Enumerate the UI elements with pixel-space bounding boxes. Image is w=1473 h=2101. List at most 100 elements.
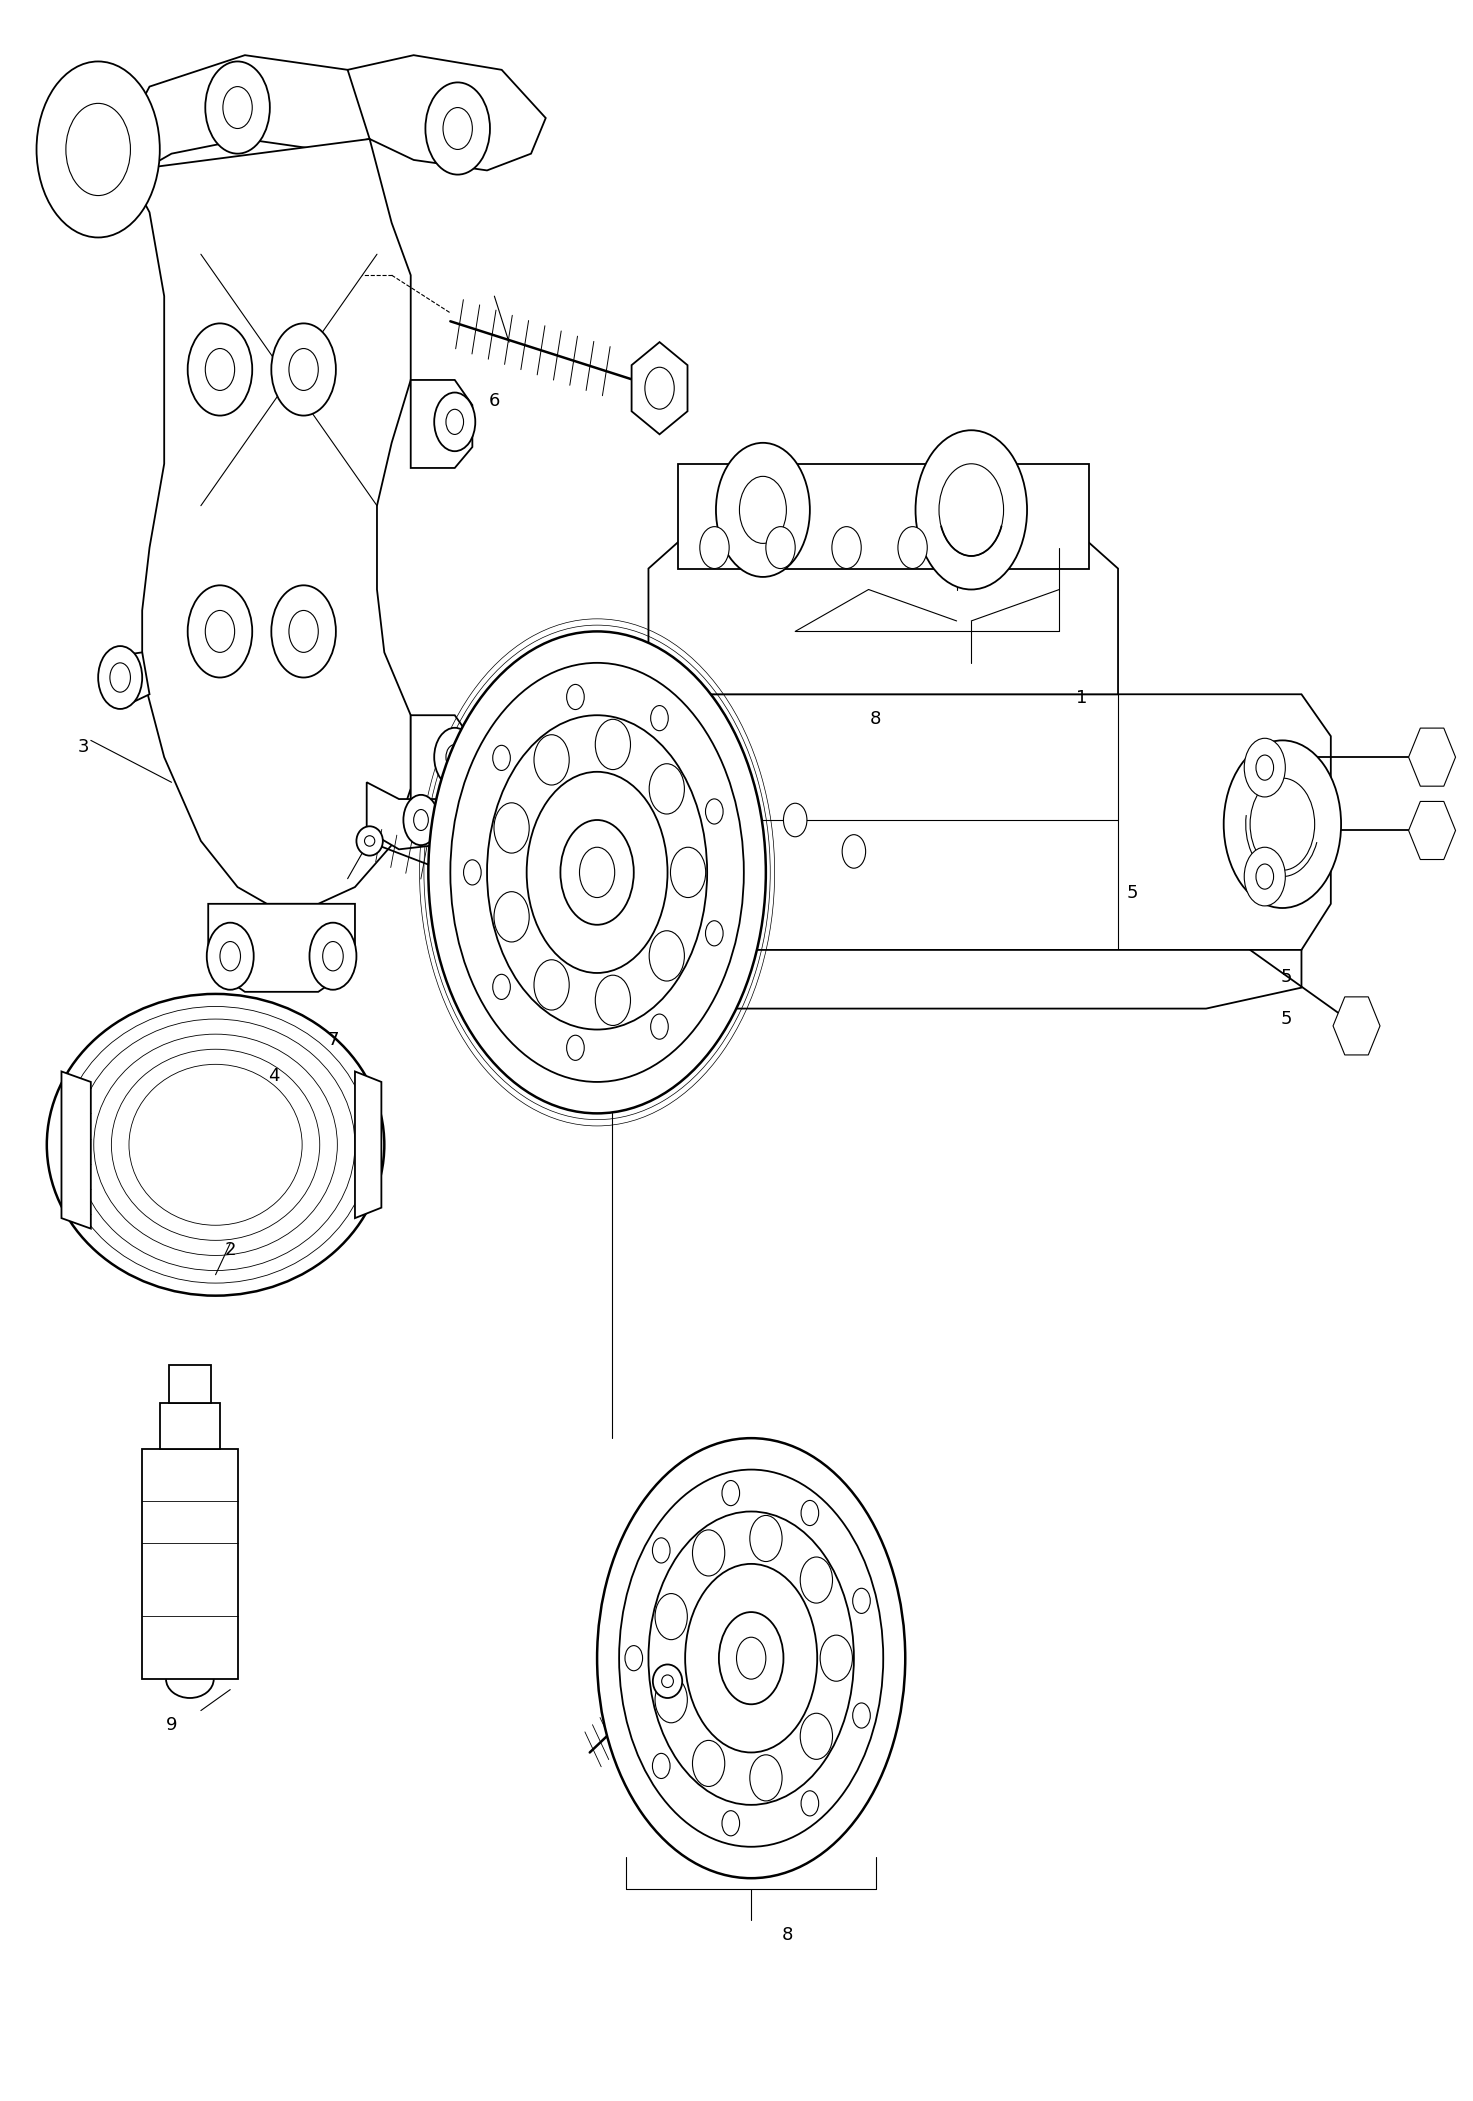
Circle shape [670,847,706,897]
Circle shape [110,662,131,691]
Circle shape [1256,754,1274,779]
Circle shape [722,1811,739,1836]
Circle shape [648,1511,854,1805]
Circle shape [37,61,159,237]
Circle shape [289,611,318,653]
Circle shape [650,765,685,813]
Ellipse shape [661,1674,673,1687]
Circle shape [692,1740,725,1786]
Circle shape [800,1557,832,1603]
Circle shape [736,1637,766,1679]
Text: 5: 5 [1282,969,1292,985]
Circle shape [271,324,336,416]
Ellipse shape [364,836,374,847]
Ellipse shape [653,1664,682,1698]
Circle shape [832,527,862,569]
Circle shape [750,1754,782,1801]
Polygon shape [168,1366,211,1403]
Text: 8: 8 [871,710,882,729]
Circle shape [700,527,729,569]
Circle shape [800,1712,832,1759]
Polygon shape [159,1403,219,1448]
Circle shape [99,647,143,708]
Circle shape [655,1593,688,1639]
Circle shape [801,1500,819,1525]
Circle shape [435,393,476,452]
Text: 1: 1 [1075,689,1087,708]
Ellipse shape [463,943,474,956]
Circle shape [535,735,569,786]
Polygon shape [62,1072,91,1229]
Circle shape [653,1538,670,1563]
Text: 4: 4 [474,948,486,964]
Polygon shape [128,139,411,903]
Polygon shape [1333,996,1380,1055]
Circle shape [493,803,529,853]
Text: 4: 4 [268,1067,280,1084]
Text: 9: 9 [166,1717,177,1733]
Polygon shape [103,653,150,704]
Text: 6: 6 [489,393,499,410]
Circle shape [527,771,667,973]
Circle shape [451,662,744,1082]
Circle shape [595,719,630,769]
Polygon shape [678,464,1089,569]
Ellipse shape [356,826,383,855]
Circle shape [222,86,252,128]
Circle shape [443,107,473,149]
Circle shape [1256,864,1274,889]
Circle shape [853,1588,871,1614]
Circle shape [739,477,787,544]
Circle shape [414,809,429,830]
Circle shape [645,368,675,410]
Circle shape [219,941,240,971]
Circle shape [1251,777,1315,870]
Circle shape [579,847,614,897]
Circle shape [916,431,1027,590]
Circle shape [493,975,510,1000]
Circle shape [750,1515,782,1561]
Circle shape [899,527,928,569]
Circle shape [706,798,723,824]
Circle shape [488,714,707,1029]
Text: 7: 7 [327,1032,339,1048]
Circle shape [309,922,356,990]
Circle shape [843,834,866,868]
Circle shape [446,744,464,769]
Circle shape [853,1704,871,1729]
Text: 5: 5 [1127,885,1139,901]
Text: 8: 8 [782,1927,794,1943]
Circle shape [595,975,630,1025]
Circle shape [820,1635,853,1681]
Polygon shape [208,903,355,992]
Circle shape [289,349,318,391]
Polygon shape [1408,729,1455,786]
Circle shape [725,824,748,857]
Circle shape [429,632,766,1114]
Polygon shape [367,782,473,849]
Circle shape [205,61,270,153]
Circle shape [493,891,529,941]
Circle shape [1245,847,1286,906]
Polygon shape [411,380,473,469]
Circle shape [323,941,343,971]
Circle shape [1224,740,1340,908]
Circle shape [271,586,336,677]
Circle shape [187,324,252,416]
Polygon shape [467,853,507,920]
Circle shape [613,737,654,796]
Circle shape [719,1611,784,1704]
Polygon shape [128,55,384,170]
Circle shape [206,922,253,990]
Text: 3: 3 [78,737,90,756]
Circle shape [446,410,464,435]
Circle shape [722,1481,739,1506]
Circle shape [716,443,810,578]
Circle shape [597,1439,906,1878]
Circle shape [1245,737,1286,796]
Circle shape [651,1015,669,1040]
Polygon shape [632,342,688,435]
Circle shape [187,586,252,677]
Polygon shape [648,517,1118,693]
Circle shape [404,794,439,845]
